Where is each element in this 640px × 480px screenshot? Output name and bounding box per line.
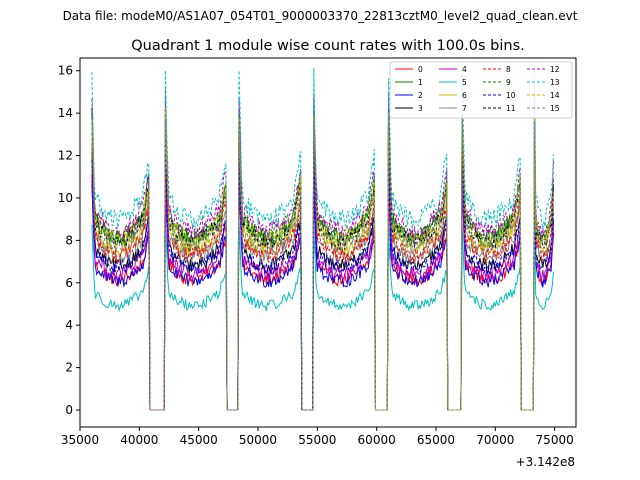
legend-label-1: 1 xyxy=(418,78,423,87)
x-tick-label: 55000 xyxy=(298,433,336,447)
legend-label-11: 11 xyxy=(506,104,516,113)
y-tick-label: 0 xyxy=(65,403,73,417)
legend-label-5: 5 xyxy=(462,78,467,87)
chart-title: Quadrant 1 module wise count rates with … xyxy=(131,38,525,54)
y-tick-label: 12 xyxy=(58,149,73,163)
legend-label-9: 9 xyxy=(506,78,511,87)
y-tick-label: 16 xyxy=(58,64,73,78)
legend-label-8: 8 xyxy=(506,65,511,74)
legend-label-3: 3 xyxy=(418,104,423,113)
x-tick-label: 75000 xyxy=(536,433,574,447)
legend-label-6: 6 xyxy=(462,91,467,100)
legend-label-7: 7 xyxy=(462,104,467,113)
x-axis: 35000 40000 45000 50000 55000 60000 65000 70000… xyxy=(61,427,574,447)
legend-label-2: 2 xyxy=(418,91,423,100)
x-tick-label: 45000 xyxy=(180,433,218,447)
y-tick-label: 10 xyxy=(58,191,73,205)
series-line-13 xyxy=(91,67,554,411)
x-tick-label: 70000 xyxy=(476,433,514,447)
series-line-0 xyxy=(91,173,554,411)
series-line-14 xyxy=(91,107,554,411)
x-tick-label: 35000 xyxy=(61,433,99,447)
series-line-2 xyxy=(91,179,554,411)
legend-box xyxy=(389,61,573,119)
legend-label-0: 0 xyxy=(418,65,423,74)
series-line-5 xyxy=(91,222,554,411)
y-tick-label: 6 xyxy=(65,276,73,290)
series-line-4 xyxy=(91,163,554,411)
x-tick-label: 60000 xyxy=(358,433,396,447)
data-file-label: Data file: modeM0/AS1A07_054T01_90000033… xyxy=(63,9,578,23)
legend-label-15: 15 xyxy=(550,104,560,113)
plot-frame xyxy=(79,57,577,428)
y-tick-label: 14 xyxy=(58,106,73,120)
series-line-9 xyxy=(91,96,554,411)
y-axis: 0 2 4 6 8 10 12 14 16 xyxy=(58,64,80,417)
x-tick-label: 65000 xyxy=(417,433,455,447)
legend-label-4: 4 xyxy=(462,65,467,74)
legend-label-13: 13 xyxy=(550,78,560,87)
x-offset-label: +3.142e8 xyxy=(516,455,575,469)
legend-label-10: 10 xyxy=(506,91,516,100)
legend-label-12: 12 xyxy=(550,65,560,74)
series-line-12 xyxy=(91,86,554,411)
series-line-15 xyxy=(91,113,554,411)
series-line-8 xyxy=(91,130,554,411)
series-layer xyxy=(91,67,554,411)
y-tick-label: 8 xyxy=(65,233,73,247)
series-line-11 xyxy=(91,107,554,411)
x-tick-label: 40000 xyxy=(120,433,158,447)
y-tick-label: 2 xyxy=(65,361,73,375)
y-tick-label: 4 xyxy=(65,318,73,332)
series-line-3 xyxy=(91,151,554,411)
series-line-10 xyxy=(91,154,554,411)
x-tick-label: 50000 xyxy=(239,433,277,447)
legend-label-14: 14 xyxy=(550,91,560,100)
